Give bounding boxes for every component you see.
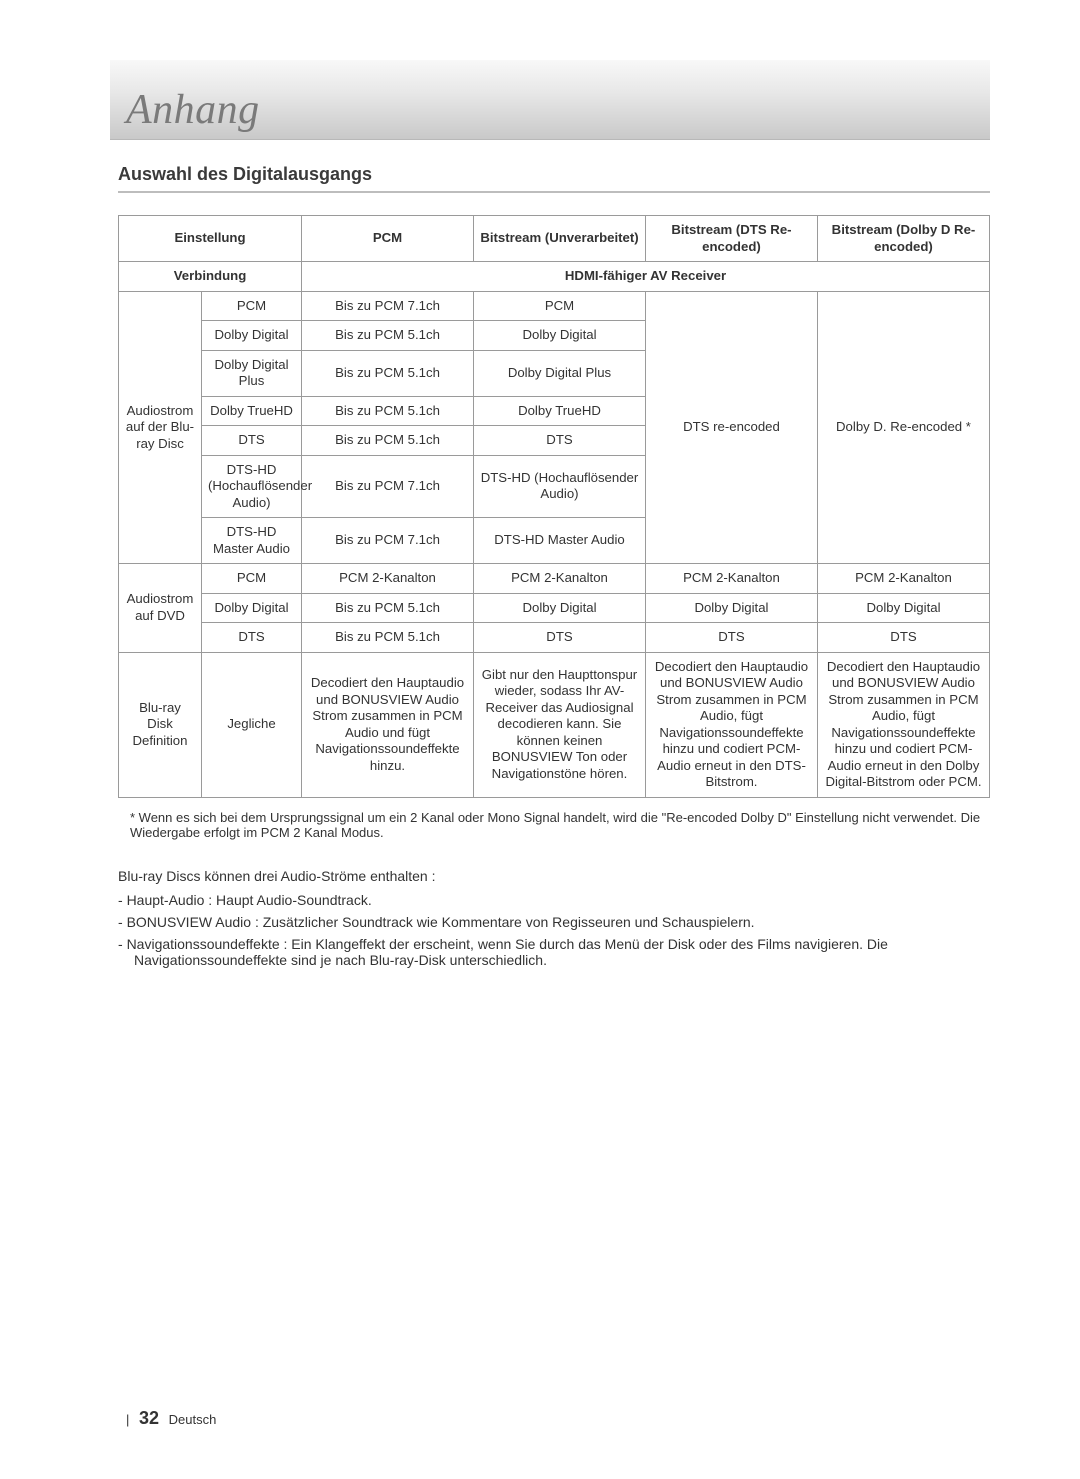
cell: DTS (474, 623, 646, 653)
cell: Dolby TrueHD (474, 396, 646, 426)
row-group-label: Blu-ray Disk Definition (119, 652, 202, 797)
cell: Bis zu PCM 5.1ch (302, 350, 474, 396)
cell: PCM 2-Kanalton (817, 564, 989, 594)
cell: Decodiert den Hauptaudio und BONUSVIEW A… (645, 652, 817, 797)
cell: PCM 2-Kanalton (645, 564, 817, 594)
cell: PCM (202, 291, 302, 321)
cell: DTS-HD Master Audio (202, 518, 302, 564)
cell: DTS (202, 623, 302, 653)
cell: DTS-HD Master Audio (474, 518, 646, 564)
cell: Jegliche (202, 652, 302, 797)
cell: DTS (474, 426, 646, 456)
cell: PCM 2-Kanalton (474, 564, 646, 594)
cell: PCM (474, 291, 646, 321)
cell: PCM (202, 564, 302, 594)
table-footnote: * Wenn es sich bei dem Ursprungssignal u… (118, 810, 990, 840)
cell: Dolby Digital Plus (474, 350, 646, 396)
footer-bar: | (126, 1412, 129, 1427)
chapter-header: Anhang (110, 60, 990, 140)
cell: Bis zu PCM 5.1ch (302, 321, 474, 351)
section-heading: Auswahl des Digitalausgangs (118, 164, 990, 193)
notes-list: Haupt-Audio : Haupt Audio-Soundtrack. BO… (118, 892, 990, 968)
list-item: Haupt-Audio : Haupt Audio-Soundtrack. (118, 892, 990, 908)
th-setting: Einstellung (119, 216, 302, 262)
table-connection-row: Verbindung HDMI-fähiger AV Receiver (119, 262, 990, 292)
table-row: Blu-ray Disk Definition Jegliche Decodie… (119, 652, 990, 797)
table-row: Audiostrom auf der Blu-ray Disc PCM Bis … (119, 291, 990, 321)
list-item: BONUSVIEW Audio : Zusätzlicher Soundtrac… (118, 914, 990, 930)
th-connection: Verbindung (119, 262, 302, 292)
cell: Decodiert den Hauptaudio und BONUSVIEW A… (302, 652, 474, 797)
cell: DTS-HD (Hochauflösender Audio) (202, 455, 302, 518)
th-bs-unproc: Bitstream (Unverarbeitet) (474, 216, 646, 262)
cell: Dolby Digital (474, 593, 646, 623)
table-header-row: Einstellung PCM Bitstream (Unverarbeitet… (119, 216, 990, 262)
th-receiver: HDMI-fähiger AV Receiver (302, 262, 990, 292)
table-row: Audiostrom auf DVD PCM PCM 2-Kanalton PC… (119, 564, 990, 594)
cell: DTS-HD (Hochauflösender Audio) (474, 455, 646, 518)
cell-dts-reencoded: DTS re-encoded (645, 291, 817, 564)
cell: Bis zu PCM 5.1ch (302, 426, 474, 456)
list-item: Navigationssoundeffekte : Ein Klangeffek… (118, 936, 990, 968)
th-pcm: PCM (302, 216, 474, 262)
cell: DTS (817, 623, 989, 653)
cell-dolby-reencoded: Dolby D. Re-encoded * (817, 291, 989, 564)
cell: Dolby Digital Plus (202, 350, 302, 396)
chapter-title: Anhang (126, 86, 260, 134)
cell: Bis zu PCM 5.1ch (302, 623, 474, 653)
page-number: 32 (139, 1408, 159, 1428)
row-group-label: Audiostrom auf der Blu-ray Disc (119, 291, 202, 564)
audio-output-table: Einstellung PCM Bitstream (Unverarbeitet… (118, 215, 990, 798)
cell: Dolby Digital (202, 593, 302, 623)
cell: Bis zu PCM 7.1ch (302, 291, 474, 321)
th-bs-dolby: Bitstream (Dolby D Re-encoded) (817, 216, 989, 262)
notes-block: Blu-ray Discs können drei Audio-Ströme e… (118, 868, 990, 968)
cell: Bis zu PCM 5.1ch (302, 396, 474, 426)
page-root: Anhang Auswahl des Digitalausgangs Einst… (0, 0, 1080, 1479)
page-footer: | 32 Deutsch (126, 1408, 216, 1429)
cell: Dolby Digital (474, 321, 646, 351)
cell: Dolby Digital (645, 593, 817, 623)
cell: DTS (645, 623, 817, 653)
table-row: Dolby Digital Bis zu PCM 5.1ch Dolby Dig… (119, 593, 990, 623)
cell: PCM 2-Kanalton (302, 564, 474, 594)
table-row: DTS Bis zu PCM 5.1ch DTS DTS DTS (119, 623, 990, 653)
th-bs-dts: Bitstream (DTS Re-encoded) (645, 216, 817, 262)
page-language: Deutsch (169, 1412, 217, 1427)
cell: Dolby Digital (202, 321, 302, 351)
cell: Dolby TrueHD (202, 396, 302, 426)
cell: Bis zu PCM 7.1ch (302, 518, 474, 564)
notes-intro: Blu-ray Discs können drei Audio-Ströme e… (118, 868, 990, 884)
cell: Gibt nur den Haupttonspur wieder, sodass… (474, 652, 646, 797)
cell: DTS (202, 426, 302, 456)
cell: Bis zu PCM 7.1ch (302, 455, 474, 518)
cell: Dolby Digital (817, 593, 989, 623)
row-group-label: Audiostrom auf DVD (119, 564, 202, 653)
cell: Bis zu PCM 5.1ch (302, 593, 474, 623)
content-area: Auswahl des Digitalausgangs Einstellung … (118, 164, 990, 968)
cell: Decodiert den Hauptaudio und BONUSVIEW A… (817, 652, 989, 797)
